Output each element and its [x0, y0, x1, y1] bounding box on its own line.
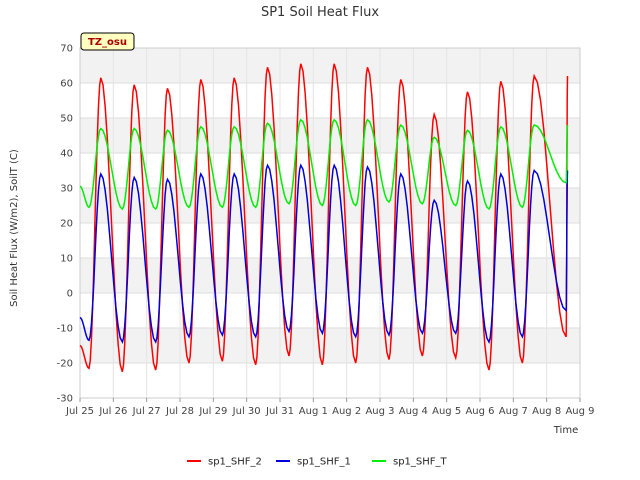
x-tick-label: Jul 28 — [165, 406, 194, 417]
x-tick-label: Jul 25 — [65, 406, 94, 417]
y-axis-label: Soil Heat Flux (W/m2), SoilT (C) — [9, 149, 20, 307]
y-tick-label: 70 — [60, 44, 73, 55]
x-tick-label: Aug 9 — [565, 406, 594, 417]
timezone-badge: TZ_osu — [80, 32, 135, 51]
x-tick-label: Aug 1 — [299, 406, 328, 417]
series-line-sp1_SHF_T — [79, 118, 569, 211]
x-tick-label: Aug 6 — [465, 406, 494, 417]
x-tick-label: Jul 31 — [265, 406, 294, 417]
plot-band — [80, 328, 580, 363]
series-line-sp1_SHF_2 — [79, 63, 569, 373]
y-tick-label: 0 — [67, 289, 73, 300]
x-tick-label: Aug 8 — [532, 406, 561, 417]
y-tick-label: 40 — [60, 149, 73, 160]
x-tick-label: Jul 30 — [232, 406, 261, 417]
y-tick-label: 60 — [60, 79, 73, 90]
x-tick-label: Aug 7 — [499, 406, 528, 417]
y-axis: -30 -20 -10 0 10 20 30 40 50 60 70 — [57, 44, 73, 405]
plot-frame — [79, 47, 581, 399]
chart-title: SP1 Soil Heat Flux — [261, 5, 379, 20]
timezone-badge-label: TZ_osu — [88, 37, 127, 48]
series-line-sp1_SHF_1 — [79, 163, 569, 345]
y-tick-label: -30 — [57, 394, 73, 405]
series-lines — [79, 63, 569, 373]
plot-band — [80, 83, 580, 118]
legend-label-sp1_SHF_1: sp1_SHF_1 — [297, 457, 351, 468]
y-tick-label: 30 — [60, 184, 73, 195]
y-tick-label: 50 — [60, 114, 73, 125]
plot-band — [80, 48, 580, 83]
y-tick-label: -10 — [57, 324, 73, 335]
y-tick-label: -20 — [57, 359, 73, 370]
plot-band — [80, 293, 580, 328]
plot-band — [80, 363, 580, 398]
legend-label-sp1_SHF_2: sp1_SHF_2 — [208, 457, 262, 468]
x-axis-label: Time — [553, 425, 578, 436]
x-tick-label: Aug 4 — [399, 406, 428, 417]
x-tick-label: Aug 5 — [432, 406, 461, 417]
x-tick-label: Jul 26 — [98, 406, 127, 417]
y-tick-label: 20 — [60, 219, 73, 230]
plot-band — [80, 223, 580, 258]
x-tick-label: Aug 3 — [365, 406, 394, 417]
legend-label-sp1_SHF_T: sp1_SHF_T — [393, 457, 448, 468]
x-tick-label: Jul 29 — [198, 406, 227, 417]
x-axis: Jul 25 Jul 26 Jul 27 Jul 28 Jul 29 Jul 30 Jul … — [65, 398, 595, 417]
y-tick-label: 10 — [60, 254, 73, 265]
plot-band — [80, 258, 580, 293]
x-tick-label: Aug 2 — [332, 406, 361, 417]
x-tick-label: Jul 27 — [132, 406, 161, 417]
legend: sp1_SHF_2 sp1_SHF_1 sp1_SHF_T — [187, 457, 448, 468]
